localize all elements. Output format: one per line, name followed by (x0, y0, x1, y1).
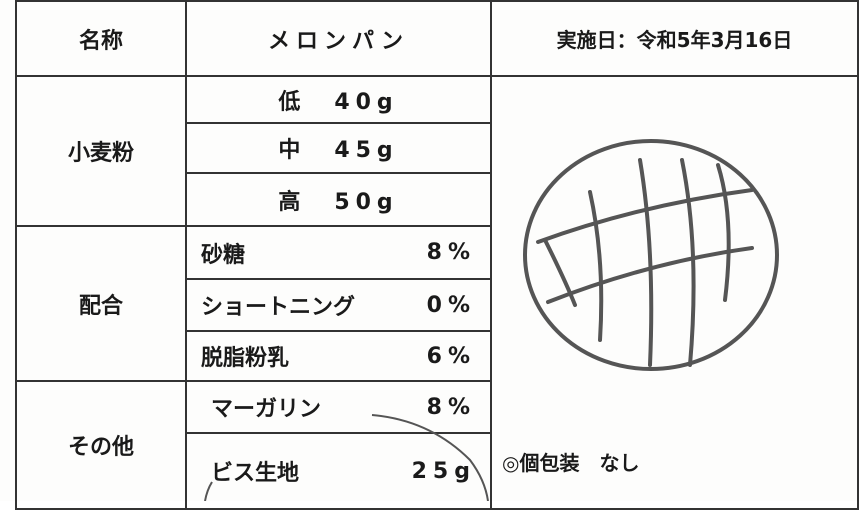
note: ◎個包装 なし (502, 451, 640, 475)
other-value: 8% (426, 394, 476, 420)
pen-stroke (204, 481, 213, 501)
mix-value: 0% (426, 292, 476, 318)
other-name: ビス生地 (211, 461, 300, 486)
melon-pan-drawing (523, 139, 779, 371)
mix-name: 砂糖 (201, 242, 246, 268)
other-name: マーガリン (211, 397, 322, 422)
other-value: 25g (411, 458, 476, 484)
flour-item: 中 45g (185, 122, 492, 174)
mix-value: 6% (426, 343, 476, 369)
pen-stroke (371, 414, 489, 501)
mix-value: 8% (426, 240, 476, 265)
mix-name: ショートニング (201, 295, 356, 320)
mix-name: 脱脂粉乳 (201, 346, 290, 371)
mix-row: 脱脂粉乳 6% (185, 330, 492, 382)
date: 実施日：令和5年3月16日 (490, 0, 859, 77)
